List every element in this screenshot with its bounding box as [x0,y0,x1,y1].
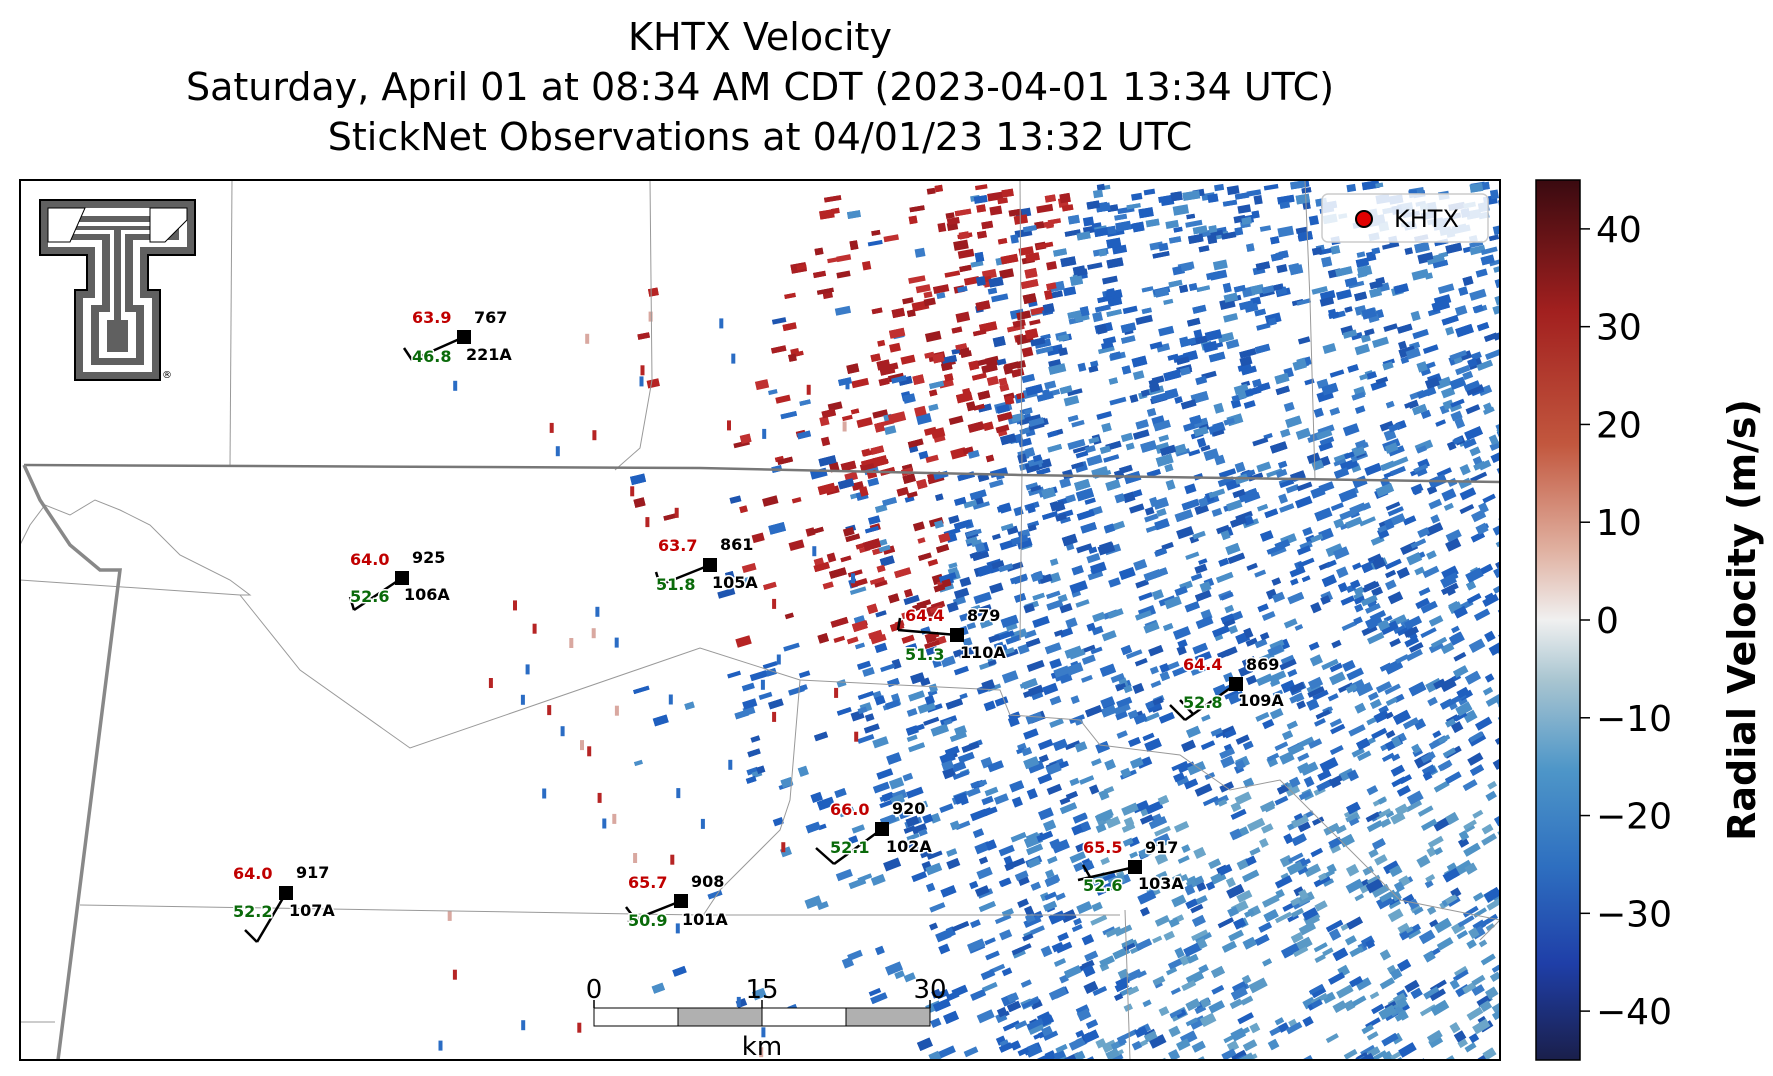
station-temp: 65.5 [1083,838,1122,857]
svg-text:®: ® [162,370,172,381]
station-temp: 66.0 [830,800,869,819]
station-pressure: 925 [412,548,445,567]
texas-tech-logo: ® [39,199,196,381]
station-id: 106A [404,585,450,604]
station-pressure: 920 [892,799,925,818]
station-dewpoint: 52.2 [233,902,272,921]
station-pressure: 767 [474,308,507,327]
station-103A: 65.5 917 52.6 103A [1077,837,1186,897]
station-id: 109A [1238,691,1284,710]
station-temp: 64.0 [233,864,272,883]
station-pressure: 869 [1246,655,1279,674]
colorbar-tick-label: 20 [1596,405,1642,446]
colorbar-label: Radial Velocity (m/s) [1720,399,1764,841]
station-109A: 64.4 869 52.8 109A [1169,654,1286,722]
station-temp: 63.9 [412,308,451,327]
station-107A: 64.0 917 52.2 107A [232,862,337,943]
station-102A: 66.0 920 52.1 102A [815,798,934,866]
colorbar-tick-label: 40 [1596,210,1642,251]
station-dewpoint: 51.3 [905,645,944,664]
station-id: 107A [289,901,335,920]
station-dewpoint: 51.8 [656,575,695,594]
station-id: 103A [1138,874,1184,893]
title-line-1: KHTX Velocity [628,15,892,59]
station-pressure: 861 [720,535,753,554]
station-dewpoint: 52.6 [350,587,389,606]
colorbar-tick-label: −40 [1596,992,1672,1033]
map-area [20,180,1500,1060]
station-pressure: 879 [967,606,1000,625]
station-pressure: 917 [296,863,329,882]
colorbar-tick-label: −10 [1596,699,1672,740]
station-id: 101A [682,910,728,929]
state-boundaries [22,463,1500,1060]
scale-bar: 0 15 30 km [586,975,947,1062]
scale-label-15: 15 [745,975,778,1005]
legend-marker-icon [1355,210,1373,228]
station-dewpoint: 52.1 [830,838,869,857]
station-id: 110A [960,643,1006,662]
station-221A: 63.9 767 46.8 221A [402,307,514,368]
station-dewpoint: 46.8 [412,347,451,366]
title-line-2: Saturday, April 01 at 08:34 AM CDT (2023… [185,65,1335,109]
legend: KHTX [1321,193,1489,243]
station-dewpoint: 50.9 [628,911,667,930]
scale-label-30: 30 [913,975,946,1005]
colorbar-tick-label: 0 [1596,601,1619,642]
station-pressure: 917 [1145,838,1178,857]
station-pressure: 908 [691,872,724,891]
station-temp: 64.0 [350,550,389,569]
map-frame [19,179,1501,1061]
colorbar-tick-label: −20 [1596,797,1672,838]
station-temp: 64.4 [905,606,944,625]
station-temp: 64.4 [1183,655,1222,674]
station-dewpoint: 52.8 [1183,693,1222,712]
scale-label-0: 0 [586,975,603,1005]
stations-layer: 63.9 767 46.8 221A 64.0 925 52.6 106A 63… [232,307,1286,943]
station-110A: 64.4 879 51.3 110A [896,605,1008,666]
colorbar-tick-label: −30 [1596,894,1672,935]
station-id: 105A [712,573,758,592]
colorbar-tick-label: 30 [1596,308,1642,349]
title-line-3: StickNet Observations at 04/01/23 13:32 … [327,115,1193,159]
colorbar: 40 30 20 10 0 −10 −20 −30 −40 Radial Velocity (m… [1535,179,1764,1061]
station-105A: 63.7 861 51.8 105A [655,534,760,596]
station-temp: 63.7 [658,536,697,555]
legend-label: KHTX [1394,205,1459,233]
station-id: 102A [886,837,932,856]
station-106A: 64.0 925 52.6 106A [349,547,452,612]
scale-unit: km [742,1032,782,1062]
station-temp: 65.7 [628,873,667,892]
station-101A: 65.7 908 50.9 101A [625,871,730,932]
colorbar-gradient [1535,179,1581,1061]
colorbar-tick-label: 10 [1596,503,1642,544]
county-boundaries [20,180,1500,1060]
station-dewpoint: 52.6 [1083,876,1122,895]
station-id: 221A [466,345,512,364]
